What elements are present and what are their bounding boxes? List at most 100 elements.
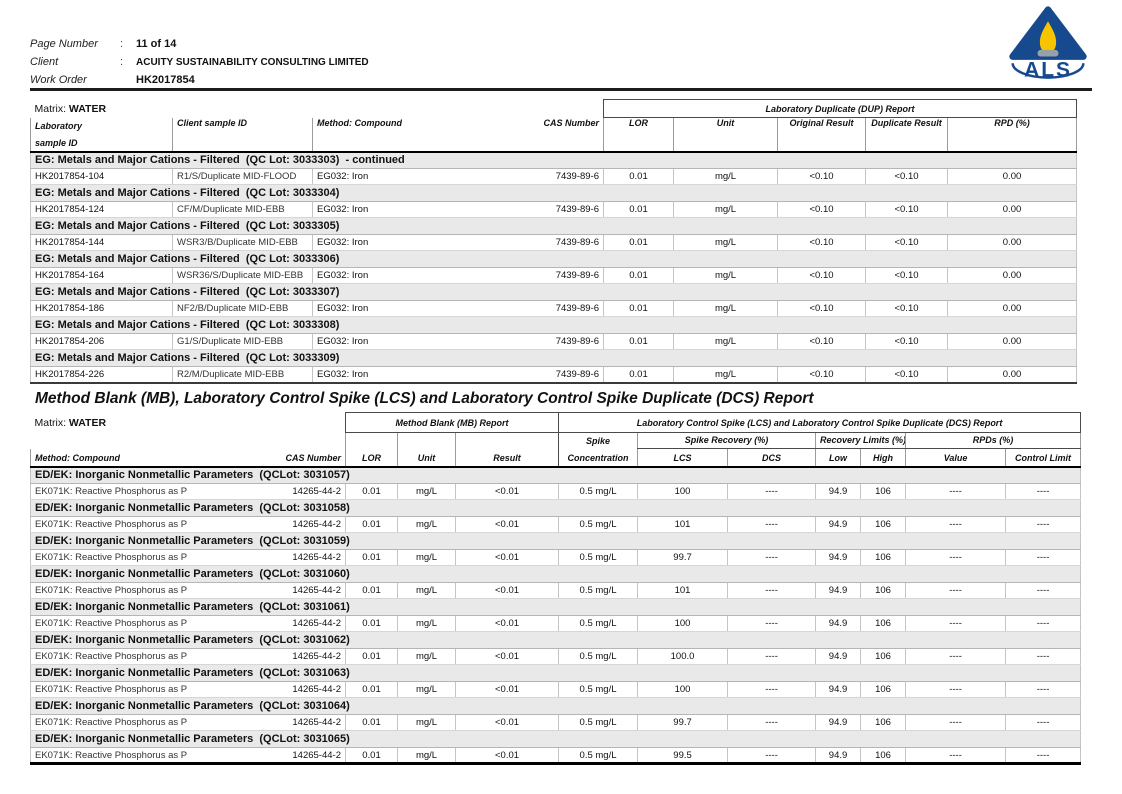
cell-method-compound: EK071K: Reactive Phosphorus as P [30, 714, 256, 731]
cell-low: 94.9 [815, 714, 861, 731]
cell-lor: 0.01 [603, 366, 674, 383]
qc-lot-section-row: EG: Metals and Major Cations - Filtered … [29, 217, 1078, 235]
qc-lot-section-title: ED/EK: Inorganic Nonmetallic Parameters … [29, 730, 1082, 748]
cell-method-compound: EG032: Iron [312, 300, 476, 317]
client-value: ACUITY SUSTAINABILITY CONSULTING LIMITED [136, 57, 369, 68]
col-spike-recovery: Spike Recovery (%) [637, 432, 816, 449]
cell-unit: mg/L [397, 549, 456, 566]
cell-rpd-value: ---- [905, 582, 1006, 599]
col-method-compound: Method: Compound [312, 117, 476, 153]
cell-control-limit: ---- [1005, 681, 1082, 698]
cell-method-compound: EK071K: Reactive Phosphorus as P [30, 648, 256, 665]
cell-lcs: 100 [637, 483, 728, 500]
qc-lot-section-title: ED/EK: Inorganic Nonmetallic Parameters … [29, 631, 1082, 649]
cell-control-limit: ---- [1005, 516, 1082, 533]
cell-low: 94.9 [815, 582, 861, 599]
cell-rpd: 0.00 [946, 234, 1078, 251]
cell-control-limit: ---- [1005, 714, 1082, 731]
cell-dcs: ---- [727, 483, 816, 500]
table-row: EK071K: Reactive Phosphorus as P 14265-4… [30, 483, 1082, 500]
cell-lor: 0.01 [345, 681, 398, 698]
cell-dcs: ---- [727, 549, 816, 566]
cell-method-compound: EK071K: Reactive Phosphorus as P [30, 549, 256, 566]
cell-cas-number: 14265-44-2 [255, 516, 346, 533]
cell-original-result: <0.10 [777, 234, 866, 251]
lab-id-line2: sample ID [35, 137, 78, 148]
table-row: EK071K: Reactive Phosphorus as P 14265-4… [30, 615, 1082, 632]
cell-cas-number: 14265-44-2 [255, 648, 346, 665]
col-lab-sample-id: Laboratory sample ID [30, 117, 173, 153]
qc-lot-section-row: EG: Metals and Major Cations - Filtered … [29, 349, 1078, 367]
page-number-row: Page Number : 11 of 14 [30, 38, 369, 56]
cell-unit: mg/L [397, 714, 456, 731]
cell-rpd-value: ---- [905, 747, 1006, 764]
qc-lot-section-row: ED/EK: Inorganic Nonmetallic Parameters … [29, 664, 1082, 682]
cell-lcs: 101 [637, 582, 728, 599]
client-label: Client [30, 56, 59, 68]
cell-low: 94.9 [815, 747, 861, 764]
cell-original-result: <0.10 [777, 201, 866, 218]
qc-lot-section-title: EG: Metals and Major Cations - Filtered … [29, 283, 1078, 301]
client-row: Client : ACUITY SUSTAINABILITY CONSULTIN… [30, 56, 369, 74]
cell-duplicate-result: <0.10 [865, 300, 948, 317]
table-row: HK2017854-144 WSR3/B/Duplicate MID-EBB E… [30, 234, 1078, 251]
qc-lot-section-row: ED/EK: Inorganic Nonmetallic Parameters … [29, 532, 1082, 550]
cell-control-limit: ---- [1005, 747, 1082, 764]
cell-duplicate-result: <0.10 [865, 234, 948, 251]
cell-lcs: 99.5 [637, 747, 728, 764]
cell-rpd-value: ---- [905, 483, 1006, 500]
cell-lor: 0.01 [603, 234, 674, 251]
cell-spike-concentration: 0.5 mg/L [558, 516, 638, 533]
cell-client-sample-id: CF/M/Duplicate MID-EBB [172, 201, 313, 218]
cell-rpd: 0.00 [946, 267, 1078, 284]
mb-group-header: Method Blank (MB) Report [344, 412, 560, 433]
cell-client-sample-id: G1/S/Duplicate MID-EBB [172, 333, 313, 350]
table-row: EK071K: Reactive Phosphorus as P 14265-4… [30, 747, 1082, 764]
cell-cas-number: 14265-44-2 [255, 747, 346, 764]
cell-lab-sample-id: HK2017854-144 [30, 234, 173, 251]
cell-lab-sample-id: HK2017854-164 [30, 267, 173, 284]
table-row: EK071K: Reactive Phosphorus as P 14265-4… [30, 549, 1082, 566]
cell-lor: 0.01 [345, 714, 398, 731]
cell-client-sample-id: WSR36/S/Duplicate MID-EBB [172, 267, 313, 284]
matrix-cell: Matrix: WATER [31, 100, 604, 118]
logo-text: ALS [1024, 59, 1072, 82]
cell-cas-number: 7439-89-6 [475, 267, 604, 284]
work-order-row: Work Order HK2017854 [30, 74, 369, 92]
qc-lot-section-row: ED/EK: Inorganic Nonmetallic Parameters … [29, 466, 1082, 484]
cell-control-limit: ---- [1005, 648, 1082, 665]
cell-unit: mg/L [397, 483, 456, 500]
page-number-value: 11 of 14 [136, 38, 177, 50]
cell-control-limit: ---- [1005, 582, 1082, 599]
cell-lcs: 99.7 [637, 714, 728, 731]
cell-method-compound: EG032: Iron [312, 234, 476, 251]
page-number-label: Page Number [30, 38, 98, 50]
cell-low: 94.9 [815, 648, 861, 665]
col-spike-concentration: Concentration [558, 448, 638, 468]
matrix-cell: Matrix: WATER [31, 413, 346, 433]
table-row: HK2017854-124 CF/M/Duplicate MID-EBB EG0… [30, 201, 1078, 218]
cell-high: 106 [860, 549, 906, 566]
cell-high: 106 [860, 582, 906, 599]
cell-spike-concentration: 0.5 mg/L [558, 615, 638, 632]
col-lcs: LCS [637, 448, 728, 468]
cell-unit: mg/L [673, 333, 778, 350]
cell-low: 94.9 [815, 549, 861, 566]
cell-method-compound: EK071K: Reactive Phosphorus as P [30, 681, 256, 698]
col-original-result: Original Result [777, 117, 866, 153]
cell-rpd: 0.00 [946, 201, 1078, 218]
cell-control-limit: ---- [1005, 549, 1082, 566]
cell-cas-number: 14265-44-2 [255, 714, 346, 731]
header-divider [30, 88, 1092, 91]
qc-lot-section-title: EG: Metals and Major Cations - Filtered … [29, 349, 1078, 367]
cell-unit: mg/L [397, 615, 456, 632]
logo-ellipse [1011, 63, 1085, 79]
cell-lor: 0.01 [603, 300, 674, 317]
cell-low: 94.9 [815, 681, 861, 698]
cell-high: 106 [860, 747, 906, 764]
col-lor: LOR [345, 432, 398, 468]
cell-method-compound: EK071K: Reactive Phosphorus as P [30, 615, 256, 632]
table-row: HK2017854-164 WSR36/S/Duplicate MID-EBB … [30, 267, 1078, 284]
cell-method-compound: EG032: Iron [312, 333, 476, 350]
